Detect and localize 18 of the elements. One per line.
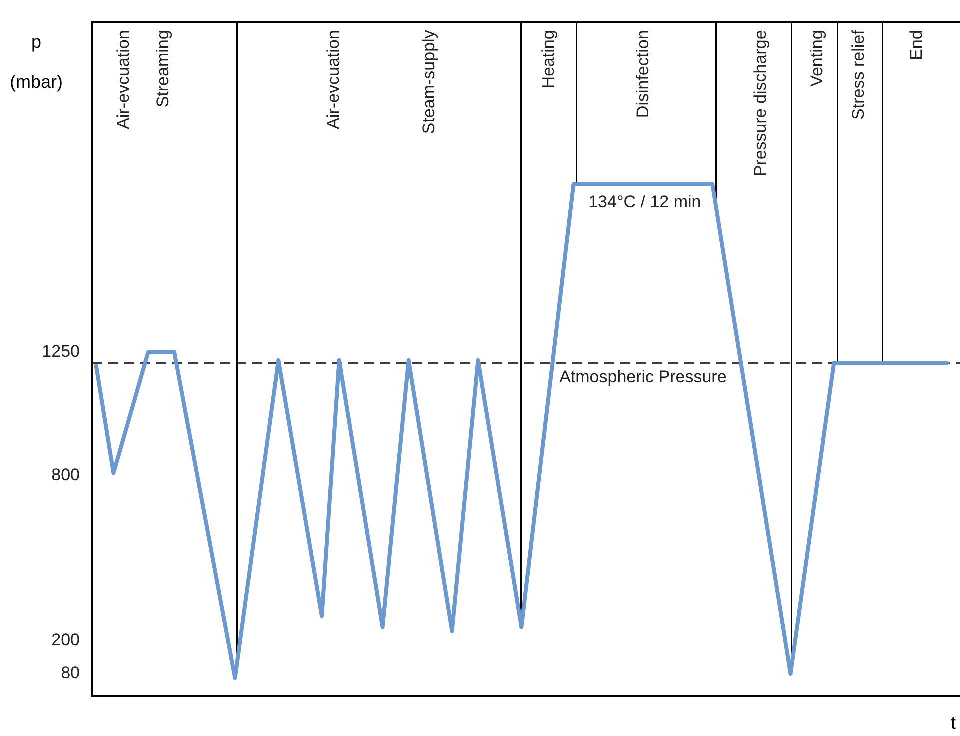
ref-line-label: Atmospheric Pressure	[560, 367, 727, 386]
annotation: End	[907, 30, 926, 60]
annotation: Venting	[807, 30, 826, 87]
annotation: Disinfection	[634, 30, 653, 118]
annotation: Stress relief	[849, 30, 868, 120]
x-axis-title: t	[950, 713, 956, 734]
annotation: Air-evcuation	[114, 30, 133, 130]
annotation: Pressure discharge	[750, 30, 770, 177]
annotation: Steam-supply	[419, 30, 438, 134]
y-tick-label: 80	[61, 664, 80, 683]
annotation: 134°C / 12 min	[588, 192, 702, 212]
annotation: Air-evcuation	[324, 30, 343, 130]
annotation: Heating	[539, 30, 558, 89]
y-tick-label: 200	[52, 630, 80, 650]
y-tick-label: 800	[52, 466, 80, 485]
y-axis-title: p (mbar)	[10, 31, 63, 94]
y-tick-label: 1250	[42, 342, 80, 361]
annotation: Streaming	[154, 30, 173, 108]
